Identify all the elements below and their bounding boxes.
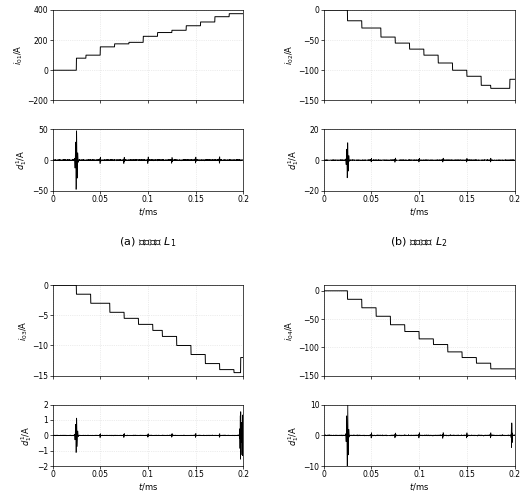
X-axis label: $t$/ms: $t$/ms (138, 481, 158, 492)
X-axis label: $t$/ms: $t$/ms (138, 205, 158, 217)
Text: (b) 健全馈线 $L_2$: (b) 健全馈线 $L_2$ (391, 236, 448, 249)
Y-axis label: $i_{02}$/A: $i_{02}$/A (284, 45, 296, 65)
Y-axis label: $i_{03}$/A: $i_{03}$/A (17, 320, 29, 341)
Text: (a) 故障馈线 $L_1$: (a) 故障馈线 $L_1$ (119, 236, 176, 249)
Y-axis label: $d_1^1$/A: $d_1^1$/A (15, 150, 29, 171)
Y-axis label: $d_1^1$/A: $d_1^1$/A (19, 425, 35, 445)
Y-axis label: $d_1^1$/A: $d_1^1$/A (286, 425, 301, 445)
Y-axis label: $d_1^1$/A: $d_1^1$/A (286, 150, 301, 171)
Y-axis label: $i_{01}$/A: $i_{01}$/A (12, 45, 25, 65)
X-axis label: $t$/ms: $t$/ms (409, 481, 429, 492)
X-axis label: $t$/ms: $t$/ms (409, 205, 429, 217)
Y-axis label: $i_{04}$/A: $i_{04}$/A (284, 320, 296, 341)
